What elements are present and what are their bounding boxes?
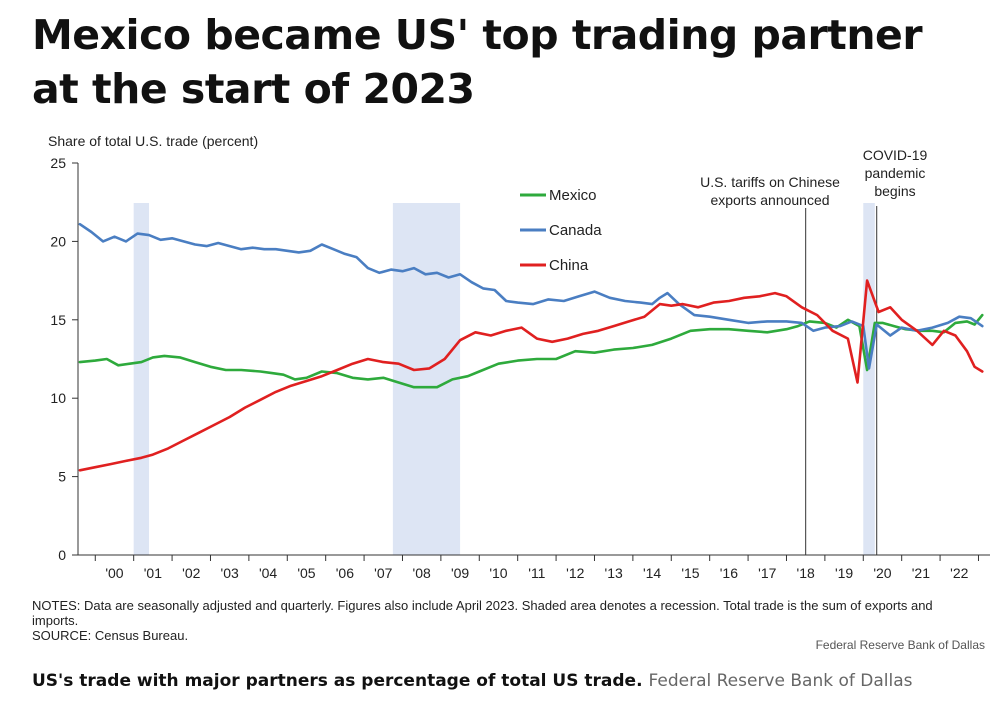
- trade-share-line-chart: Share of total U.S. trade (percent) 0 5 10…: [48, 133, 990, 581]
- x-tick-label: '17: [758, 565, 776, 581]
- x-tick-label: '01: [144, 565, 162, 581]
- x-tick-label: '22: [950, 565, 968, 581]
- recession-shading: [133, 203, 875, 555]
- y-tick-label: 5: [58, 469, 66, 485]
- axes: 0 5 10 15 20 25 '00 '01 '02 '03 '04 '05 '06 '07 '08 '09…: [50, 155, 990, 581]
- x-tick-label: '04: [259, 565, 277, 581]
- x-tick-label: '08: [413, 565, 431, 581]
- recession-band: [863, 203, 875, 555]
- recession-band: [133, 203, 150, 555]
- image-caption: US's trade with major partners as percen…: [32, 671, 912, 691]
- series-line-china: [78, 279, 984, 472]
- y-tick-label: 0: [58, 547, 66, 563]
- event-label-line: pandemic: [865, 165, 926, 181]
- y-tick-label: 20: [50, 233, 66, 249]
- series-line-canada: [78, 222, 984, 370]
- y-tick-label: 25: [50, 155, 66, 171]
- chart-notes: NOTES: Data are seasonally adjusted and …: [32, 598, 982, 643]
- caption-credit: Federal Reserve Bank of Dallas: [648, 671, 913, 691]
- event-label: COVID-19 pandemic begins: [863, 147, 928, 199]
- x-tick-label: '11: [528, 565, 545, 581]
- source-text: SOURCE: Census Bureau.: [32, 628, 189, 643]
- x-tick-label: '13: [605, 565, 623, 581]
- x-tick-label: '18: [797, 565, 815, 581]
- notes-text: NOTES: Data are seasonally adjusted and …: [32, 598, 933, 628]
- x-tick-label: '06: [336, 565, 354, 581]
- event-label-line: begins: [874, 183, 915, 199]
- caption-text: US's trade with major partners as percen…: [32, 671, 643, 691]
- event-annotations: U.S. tariffs on Chinese exports announced…: [700, 147, 927, 555]
- event-label-line: U.S. tariffs on Chinese: [700, 174, 840, 190]
- x-tick-label: '03: [221, 565, 239, 581]
- event-label: U.S. tariffs on Chinese exports announced: [700, 174, 840, 208]
- legend-label-china: China: [549, 257, 589, 274]
- x-tick-label: '12: [566, 565, 584, 581]
- legend-label-canada: Canada: [549, 222, 602, 239]
- x-tick-label: '07: [374, 565, 392, 581]
- series-line-mexico: [78, 313, 984, 389]
- x-tick-label: '19: [835, 565, 853, 581]
- x-tick-label: '21: [912, 565, 930, 581]
- event-label-line: COVID-19: [863, 147, 928, 163]
- x-tick-label: '14: [643, 565, 661, 581]
- x-tick-label: '20: [873, 565, 891, 581]
- x-tick-label: '10: [489, 565, 507, 581]
- event-label-line: exports announced: [710, 192, 829, 208]
- x-tick-label: '16: [720, 565, 738, 581]
- x-tick-label: '09: [451, 565, 469, 581]
- x-tick-label: '00: [105, 565, 123, 581]
- chart-credit: Federal Reserve Bank of Dallas: [815, 638, 985, 652]
- series-lines: [78, 222, 984, 472]
- x-tick-label: '15: [681, 565, 699, 581]
- y-tick-label: 15: [50, 312, 66, 328]
- x-tick-label: '02: [182, 565, 200, 581]
- legend-label-mexico: Mexico: [549, 187, 597, 204]
- y-axis-label: Share of total U.S. trade (percent): [48, 133, 258, 149]
- x-tick-label: '05: [297, 565, 315, 581]
- recession-band: [392, 203, 461, 555]
- headline: Mexico became US' top trading partner at…: [32, 11, 923, 113]
- y-tick-label: 10: [50, 390, 66, 406]
- legend: Mexico Canada China: [520, 187, 602, 274]
